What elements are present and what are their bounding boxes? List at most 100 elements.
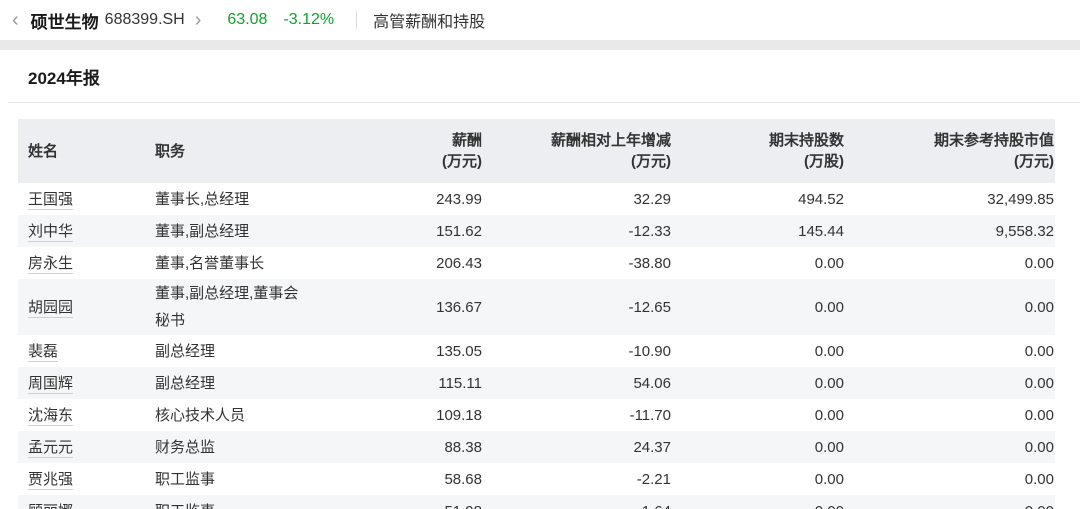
table-row: 孟元元 财务总监 88.38 24.37 0.00 0.00 [18, 431, 1055, 463]
salary-cell: 136.67 [436, 298, 482, 316]
position-cell: 职工监事 [145, 495, 335, 509]
name-cell: 沈海东 [18, 399, 145, 431]
salary-cell: 115.11 [438, 374, 482, 392]
separator-band [0, 40, 1080, 50]
salary-change-cell: 54.06 [633, 374, 671, 392]
executive-name-link[interactable]: 王国强 [28, 190, 74, 210]
table-wrap: 姓名 职务 薪酬 (万元) 薪酬相对上年增减 (万元) 期末持股数 (万股) 期末参考… [18, 119, 1055, 509]
market-value-cell: 0.00 [845, 495, 1055, 509]
page-title: 高管薪酬和持股 [373, 14, 486, 31]
salary-cell: 58.68 [444, 470, 482, 488]
salary-cell: 109.18 [436, 406, 482, 424]
stock-name[interactable]: 硕世生物 [30, 12, 99, 32]
salary-change-cell: -11.70 [629, 406, 671, 424]
name-cell: 顾丽娜 [18, 495, 145, 509]
shares-cell: 0.00 [814, 254, 844, 272]
table-row: 刘中华 董事,副总经理 151.62 -12.33 145.44 9,558.3… [18, 215, 1055, 247]
shares-cell: 145.44 [798, 222, 844, 240]
shares-cell: 0.00 [814, 298, 844, 316]
col-header-shares: 期末持股数 (万股) [672, 119, 845, 183]
name-cell: 房永生 [18, 247, 145, 279]
name-cell: 胡园园 [18, 279, 145, 335]
position-cell: 董事长,总经理 [155, 190, 250, 208]
executive-name-link[interactable]: 周国辉 [28, 374, 74, 394]
market-value-cell: 9,558.32 [995, 222, 1054, 240]
market-value-cell: 0.00 [1024, 298, 1054, 316]
market-value-cell: 0.00 [1024, 470, 1054, 488]
table-row: 王国强 董事长,总经理 243.99 32.29 494.52 32,499.8… [18, 183, 1055, 215]
salary-change-cell: -12.65 [628, 298, 671, 316]
table-row: 贾兆强 职工监事 58.68 -2.21 0.00 0.00 [18, 463, 1055, 495]
shares-cell: 494.52 [798, 190, 844, 208]
salary-change-cell: -2.21 [636, 470, 671, 488]
shares-cell: 0.00 [814, 438, 844, 456]
table-row: 裴磊 副总经理 135.05 -10.90 0.00 0.00 [18, 335, 1055, 367]
shares-cell: 0.00 [814, 374, 844, 392]
horizontal-divider [8, 102, 1080, 103]
position-cell: 董事,名誉董事长 [155, 254, 265, 272]
content-card: 2024年报 姓名 职务 薪酬 (万元) 薪酬相对上年增减 (万元) 期末持股数 (万… [8, 50, 1080, 509]
salary-cell: 206.43 [436, 254, 482, 272]
table-row: 沈海东 核心技术人员 109.18 -11.70 0.00 0.00 [18, 399, 1055, 431]
executives-table: 姓名 职务 薪酬 (万元) 薪酬相对上年增减 (万元) 期末持股数 (万股) 期末参考… [18, 119, 1055, 509]
salary-change-cell: -10.90 [628, 342, 671, 360]
name-cell: 周国辉 [18, 367, 145, 399]
market-value-cell: 0.00 [1024, 438, 1054, 456]
name-cell: 刘中华 [18, 215, 145, 247]
col-header-name: 姓名 [18, 119, 145, 183]
market-value-cell: 0.00 [1024, 342, 1054, 360]
position-cell: 职工监事 [155, 470, 216, 488]
salary-cell: 151.62 [436, 222, 482, 240]
stock-price: 63.08 [227, 11, 268, 28]
col-header-salary: 薪酬 (万元) [335, 119, 483, 183]
topbar: ‹ 硕世生物 688399.SH › 63.08 -3.12% 高管薪酬和持股 [0, 0, 1080, 40]
shares-cell: 0.00 [814, 470, 844, 488]
salary-change-cell: 32.29 [633, 190, 671, 208]
position-cell: 副总经理 [155, 374, 216, 392]
executive-name-link[interactable]: 沈海东 [28, 406, 74, 426]
executive-name-link[interactable]: 顾丽娜 [28, 502, 74, 509]
stock-code: 688399.SH [104, 11, 185, 28]
shares-cell: 0.00 [814, 342, 844, 360]
market-value-cell: 0.00 [1024, 374, 1054, 392]
executive-name-link[interactable]: 裴磊 [28, 342, 59, 362]
salary-change-cell: -1.64 [483, 495, 672, 509]
name-cell: 裴磊 [18, 335, 145, 367]
vertical-divider [356, 11, 358, 29]
shares-cell: 0.00 [672, 495, 845, 509]
name-cell: 王国强 [18, 183, 145, 215]
shares-cell: 0.00 [814, 406, 844, 424]
stock-change-percent: -3.12% [283, 11, 335, 28]
market-value-cell: 0.00 [1024, 254, 1054, 272]
table-row: 顾丽娜 职工监事 51.98 -1.64 0.00 0.00 [18, 495, 1055, 509]
table-header-row: 姓名 职务 薪酬 (万元) 薪酬相对上年增减 (万元) 期末持股数 (万股) 期末参考… [18, 119, 1055, 183]
table-row: 房永生 董事,名誉董事长 206.43 -38.80 0.00 0.00 [18, 247, 1055, 279]
name-cell: 孟元元 [18, 431, 145, 463]
position-cell: 董事,副总经理,董事会秘书 [155, 285, 299, 329]
name-cell: 贾兆强 [18, 463, 145, 495]
salary-cell: 51.98 [335, 495, 483, 509]
forward-chevron-icon[interactable]: › [194, 9, 202, 31]
table-body: 王国强 董事长,总经理 243.99 32.29 494.52 32,499.8… [18, 183, 1055, 509]
position-cell: 董事,副总经理 [155, 222, 250, 240]
executive-name-link[interactable]: 贾兆强 [28, 470, 74, 490]
executive-name-link[interactable]: 房永生 [28, 254, 74, 274]
salary-change-cell: -38.80 [628, 254, 671, 272]
table-row: 胡园园 董事,副总经理,董事会秘书 136.67 -12.65 0.00 0.0… [18, 279, 1055, 335]
market-value-cell: 0.00 [1024, 406, 1054, 424]
salary-cell: 135.05 [436, 342, 482, 360]
col-header-salary-change: 薪酬相对上年增减 (万元) [483, 119, 672, 183]
salary-change-cell: -12.33 [628, 222, 671, 240]
report-period-title: 2024年报 [28, 69, 100, 88]
position-cell: 核心技术人员 [155, 406, 246, 424]
executive-name-link[interactable]: 胡园园 [28, 298, 74, 318]
col-header-position: 职务 [145, 119, 335, 183]
back-chevron-icon[interactable]: ‹ [12, 9, 19, 31]
salary-cell: 243.99 [436, 190, 482, 208]
executive-name-link[interactable]: 孟元元 [28, 438, 74, 458]
market-value-cell: 32,499.85 [987, 190, 1054, 208]
col-header-market-value: 期末参考持股市值 (万元) [845, 119, 1055, 183]
salary-change-cell: 24.37 [633, 438, 671, 456]
executive-name-link[interactable]: 刘中华 [28, 222, 74, 242]
position-cell: 财务总监 [155, 438, 216, 456]
